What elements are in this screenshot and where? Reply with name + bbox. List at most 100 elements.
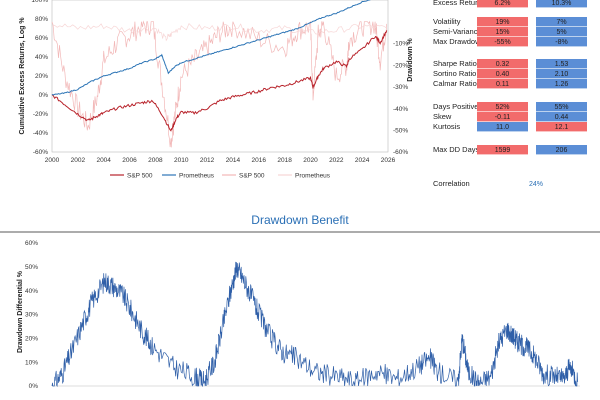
bottom-tick-label: 30% bbox=[25, 312, 38, 319]
top-y-axis-label: Cumulative Excess Returns, Log % bbox=[19, 17, 26, 135]
metric-label: Max DD Days bbox=[433, 145, 480, 154]
top-x-tick-label: 2020 bbox=[303, 157, 318, 164]
prometheus-metric-value: 10.3% bbox=[552, 0, 572, 7]
sp500-metric-cell bbox=[477, 79, 528, 89]
sp500-metric-cell bbox=[477, 37, 528, 47]
sp500-metric-value: 19% bbox=[495, 19, 509, 26]
top-right-tick-label: -50% bbox=[393, 127, 408, 134]
prometheus-metric-cell bbox=[536, 0, 587, 8]
sp500-metric-cell bbox=[477, 145, 528, 155]
top-left-tick-label: 100% bbox=[31, 0, 48, 4]
top-x-tick-label: 2018 bbox=[277, 157, 292, 164]
sp500-metric-value: -0.11 bbox=[495, 114, 511, 121]
top-x-tick-label: 2024 bbox=[355, 157, 370, 164]
bottom-y-axis: 0% 10% 20% 30% 40% 50% 60% bbox=[25, 240, 38, 390]
drawdown-benefit-chart: Drawdown Benefit 0% 10% 20% 30% 40% 50% 60% Dr… bbox=[0, 213, 600, 390]
metric-label: Days Positive bbox=[433, 102, 478, 111]
prometheus-metric-cell bbox=[536, 112, 587, 122]
prometheus-drawdown-line bbox=[51, 22, 387, 42]
top-x-tick-label: 2014 bbox=[226, 157, 241, 164]
sp500-metric-cell bbox=[477, 27, 528, 37]
top-right-axis: -60% -50% -40% -30% -20% -10% bbox=[393, 41, 408, 157]
sp500-metric-value: 6.2% bbox=[495, 0, 511, 7]
top-x-tick-label: 2016 bbox=[252, 157, 267, 164]
returns-layer bbox=[51, 0, 388, 132]
sp500-returns-line bbox=[51, 30, 388, 132]
bottom-tick-label: 0% bbox=[29, 383, 39, 390]
prometheus-metric-value: 2.10 bbox=[555, 71, 569, 78]
sp500-metric-cell bbox=[477, 59, 528, 69]
legend-label: S&P 500 bbox=[239, 172, 265, 179]
sp500-metric-cell bbox=[477, 122, 528, 132]
top-left-tick-label: 80% bbox=[35, 16, 48, 23]
sp500-metric-value: 11.0 bbox=[496, 124, 509, 131]
drawdown-benefit-layer bbox=[51, 261, 579, 388]
prometheus-metric-value: 0.44 bbox=[555, 114, 569, 121]
top-left-tick-label: 60% bbox=[35, 35, 48, 42]
top-x-tick-label: 2004 bbox=[96, 157, 111, 164]
prometheus-returns-line bbox=[51, 0, 371, 96]
prometheus-metric-cell bbox=[536, 79, 587, 89]
top-left-tick-label: 0% bbox=[39, 92, 49, 99]
prometheus-metric-value: 5% bbox=[556, 29, 566, 36]
top-legend: S&P 500 Prometheus S&P 500 Prometheus bbox=[110, 172, 331, 179]
bottom-y-axis-label: Drawdown Differential % bbox=[17, 270, 24, 353]
sp500-metric-value: -55% bbox=[494, 39, 510, 46]
top-right-tick-label: -60% bbox=[393, 149, 408, 156]
top-x-tick-label: 2022 bbox=[329, 157, 344, 164]
legend-label: S&P 500 bbox=[127, 172, 153, 179]
prometheus-metric-value: 206 bbox=[556, 147, 568, 154]
top-right-tick-label: -30% bbox=[393, 84, 408, 91]
prometheus-metric-cell bbox=[536, 122, 587, 132]
top-right-tick-label: -10% bbox=[393, 41, 408, 48]
prometheus-metric-cell bbox=[536, 17, 587, 27]
prometheus-metric-value: 7% bbox=[556, 19, 566, 26]
top-plot-frame bbox=[51, 0, 389, 153]
correlation-label: Correlation bbox=[433, 179, 470, 188]
prometheus-metric-value: 55% bbox=[554, 104, 568, 111]
prometheus-metric-cell bbox=[536, 27, 587, 37]
prometheus-metric-value: 1.26 bbox=[555, 81, 569, 88]
sp500-metric-cell bbox=[477, 17, 528, 27]
legend-label: Prometheus bbox=[179, 172, 215, 179]
top-left-tick-label: -60% bbox=[33, 149, 48, 156]
sp500-metric-value: 0.40 bbox=[496, 71, 510, 78]
top-y2-axis-label: Drawdown % bbox=[407, 37, 414, 81]
metric-label: Sharpe Ratio bbox=[433, 59, 477, 68]
sp500-drawdown-line bbox=[51, 20, 388, 148]
top-x-axis: 2000 2002 2004 2006 2008 2010 2012 2014 2016 2018… bbox=[45, 157, 396, 164]
metric-label: Volatility bbox=[433, 17, 461, 26]
correlation-value: 24% bbox=[529, 181, 543, 188]
bottom-tick-label: 10% bbox=[25, 359, 38, 366]
metric-label: Kurtosis bbox=[433, 122, 460, 131]
drawdown-benefit-title: Drawdown Benefit bbox=[251, 213, 349, 227]
metric-label: Excess Returns bbox=[433, 0, 486, 7]
top-x-tick-label: 2008 bbox=[148, 157, 163, 164]
legend-label: Prometheus bbox=[295, 172, 331, 179]
sp500-metric-value: 0.32 bbox=[496, 61, 510, 68]
prometheus-metric-cell bbox=[536, 69, 587, 79]
top-left-axis: -60% -40% -20% 0% 20% 40% 60% 80% 100% bbox=[31, 0, 48, 156]
metric-label: Semi-Variance bbox=[433, 27, 482, 36]
top-x-tick-label: 2000 bbox=[45, 157, 60, 164]
prometheus-metric-cell bbox=[536, 102, 587, 112]
sp500-metric-value: 1599 bbox=[495, 147, 511, 154]
top-left-tick-label: 40% bbox=[35, 54, 48, 61]
sp500-metric-cell bbox=[477, 0, 528, 8]
metric-label: Max Drawdown bbox=[433, 37, 485, 46]
metric-label: Sortino Ratio bbox=[433, 69, 476, 78]
sp500-metric-cell bbox=[477, 112, 528, 122]
drawdown-layer bbox=[51, 20, 388, 148]
prometheus-metric-cell bbox=[536, 37, 587, 47]
cumulative-returns-chart: -60%-40%-20%0%20%40%60%80%100% -60%-50%-… bbox=[19, 0, 414, 179]
sp500-metric-value: 0.11 bbox=[496, 81, 509, 88]
drawdown-differential-line bbox=[51, 261, 579, 388]
sp500-metric-cell bbox=[477, 102, 528, 112]
top-left-tick-label: 20% bbox=[35, 73, 48, 80]
prometheus-metric-cell bbox=[536, 59, 587, 69]
bottom-tick-label: 20% bbox=[25, 336, 38, 343]
top-right-tick-label: -20% bbox=[393, 62, 408, 69]
prometheus-metric-cell bbox=[536, 145, 587, 155]
top-x-tick-label: 2012 bbox=[200, 157, 215, 164]
